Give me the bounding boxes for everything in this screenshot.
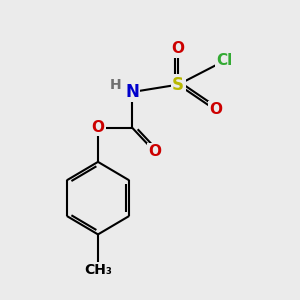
Text: Cl: Cl xyxy=(216,53,232,68)
Text: H: H xyxy=(110,78,122,92)
Text: O: O xyxy=(209,102,222,117)
Text: N: N xyxy=(125,83,139,101)
Text: O: O xyxy=(172,41,185,56)
Text: O: O xyxy=(148,144,161,159)
Text: O: O xyxy=(92,120,104,135)
Text: S: S xyxy=(172,76,184,94)
Text: CH₃: CH₃ xyxy=(84,263,112,277)
